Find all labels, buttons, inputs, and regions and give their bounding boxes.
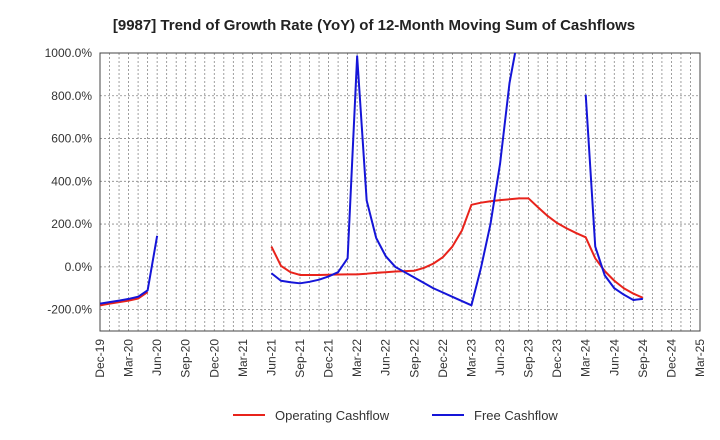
x-tick-label: Mar-25 [693, 339, 707, 377]
x-tick-label: Mar-23 [464, 339, 478, 377]
plot-frame [99, 52, 701, 332]
y-tick-label: 0.0% [65, 260, 93, 274]
free-cashflow-line-segment [100, 235, 159, 305]
grid-layer [100, 52, 700, 331]
y-tick-label: 600.0% [51, 132, 92, 146]
x-tick-label: Dec-24 [664, 339, 678, 378]
legend: Operating Cashflow Free Cashflow [233, 408, 558, 423]
x-tick-label: Mar-22 [350, 339, 364, 377]
x-axis-ticks: Dec-19 Mar-20 Jun-20 Sep-20 Dec-20 Mar-21 Jun-… [93, 339, 707, 378]
x-tick-label: Dec-19 [93, 339, 107, 378]
x-tick-label: Dec-21 [322, 339, 336, 378]
free-cashflow-legend-label: Free Cashflow [474, 408, 558, 423]
x-tick-label: Jun-23 [493, 339, 507, 376]
y-tick-label: 400.0% [51, 174, 92, 188]
x-tick-label: Dec-20 [207, 339, 221, 378]
x-tick-label: Sep-21 [293, 339, 307, 378]
x-tick-label: Dec-23 [550, 339, 564, 378]
x-tick-label: Sep-23 [522, 339, 536, 378]
free-cashflow-line-segment [270, 53, 517, 307]
operating-cashflow-line-segment [270, 197, 644, 299]
x-tick-label: Sep-24 [636, 339, 650, 378]
x-tick-label: Sep-22 [407, 339, 421, 378]
chart-title: [9987] Trend of Growth Rate (YoY) of 12-… [113, 17, 635, 34]
x-tick-label: Sep-20 [179, 339, 193, 378]
y-tick-label: 1000.0% [45, 46, 93, 60]
x-tick-label: Jun-20 [150, 339, 164, 376]
x-tick-label: Jun-24 [607, 339, 621, 376]
x-tick-label: Dec-22 [436, 339, 450, 378]
y-tick-label: 200.0% [51, 217, 92, 231]
x-tick-label: Jun-21 [264, 339, 278, 376]
y-tick-label: 800.0% [51, 89, 92, 103]
series-layer [100, 53, 644, 307]
free-cashflow-line-segment [584, 94, 643, 301]
y-tick-label: -200.0% [47, 303, 92, 317]
x-tick-label: Jun-22 [379, 339, 393, 376]
x-tick-label: Mar-21 [236, 339, 250, 377]
x-tick-label: Mar-20 [122, 339, 136, 377]
x-tick-label: Mar-24 [579, 339, 593, 377]
operating-cashflow-line-segment [100, 291, 149, 307]
y-axis-ticks: -200.0% 0.0% 200.0% 400.0% 600.0% 800.0% 1000.… [45, 46, 93, 317]
operating-cashflow-legend-label: Operating Cashflow [275, 408, 390, 423]
